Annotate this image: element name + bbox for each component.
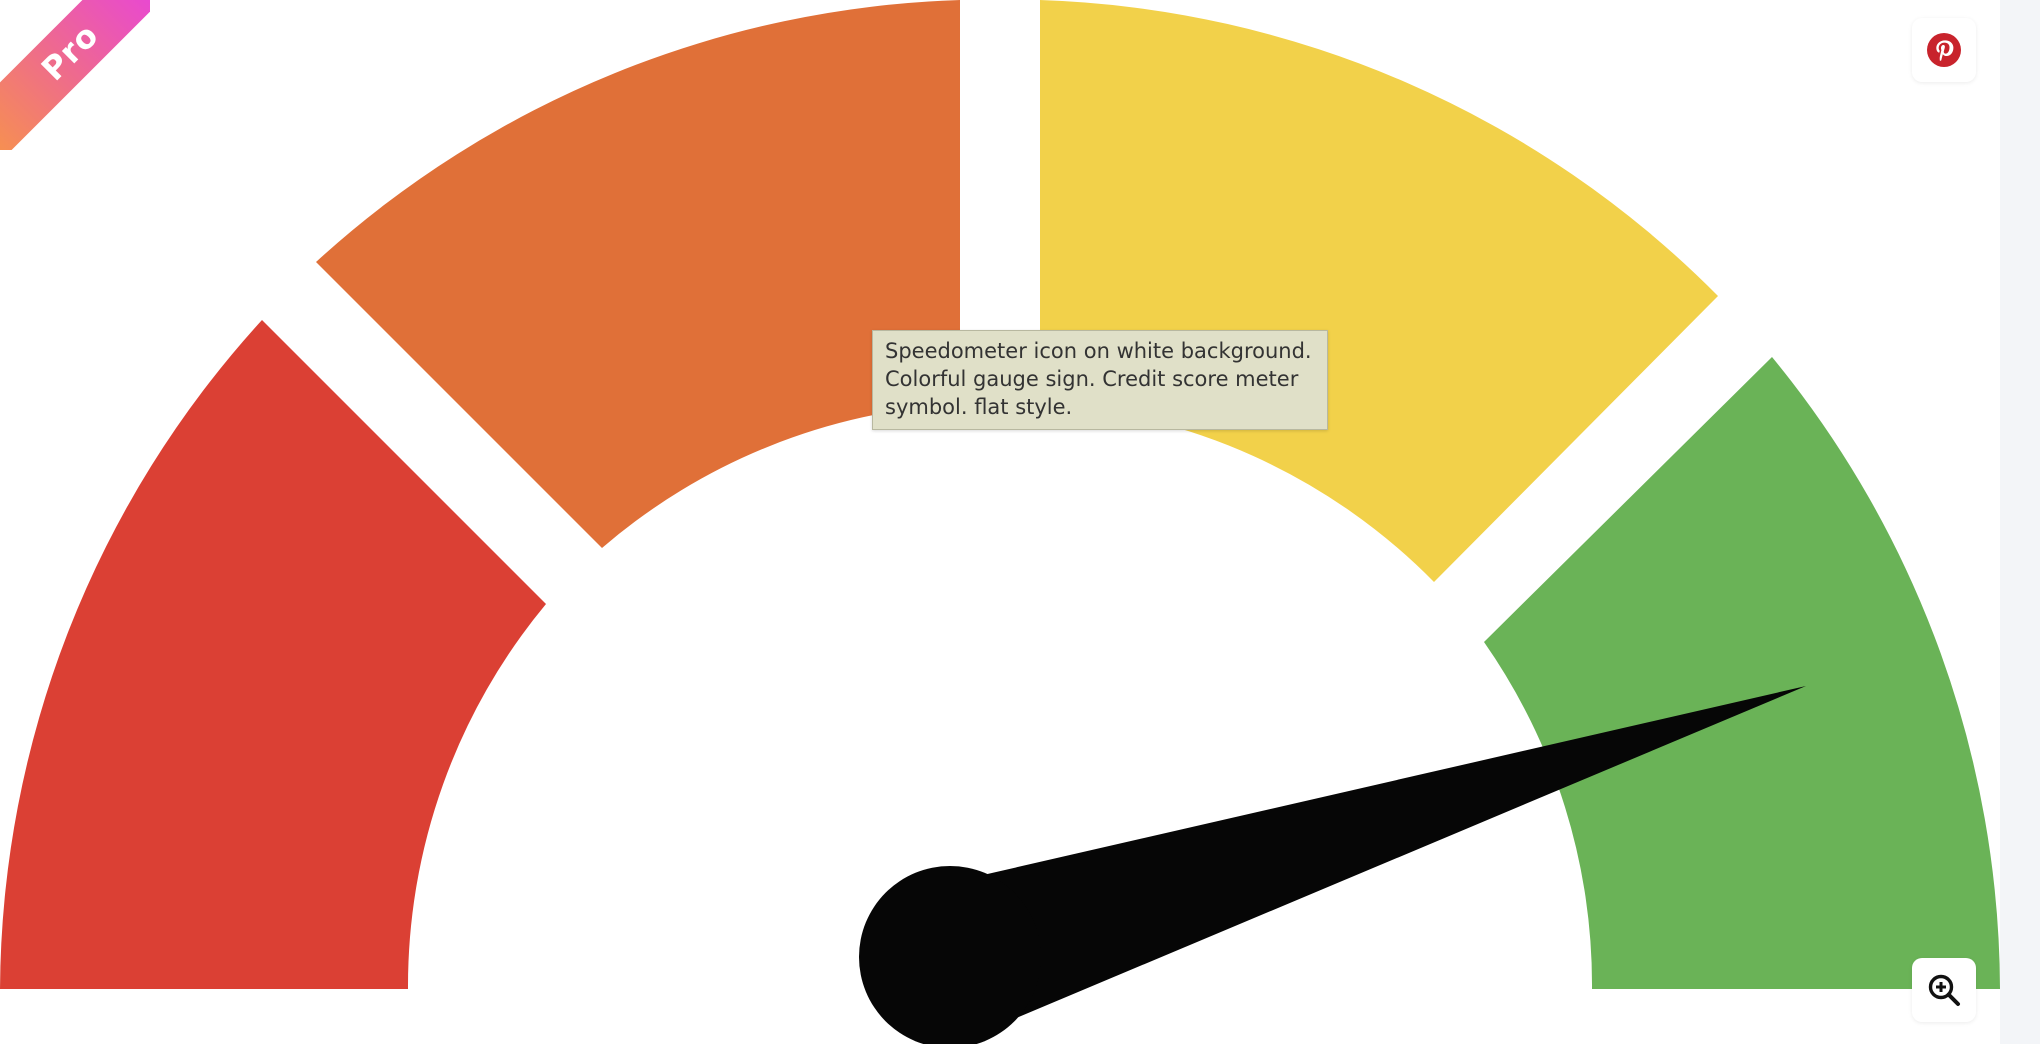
page-scroll-gutter xyxy=(2000,0,2040,1044)
zoom-in-icon xyxy=(1928,974,1960,1006)
pro-badge-label: Pro xyxy=(33,15,107,89)
pinterest-icon xyxy=(1927,33,1961,67)
gauge-segment-red xyxy=(0,320,546,989)
gauge-segment-green xyxy=(1484,357,2000,989)
zoom-in-button[interactable] xyxy=(1912,958,1976,1022)
gauge-needle xyxy=(970,686,1806,1024)
gauge-segment-yellow xyxy=(1040,0,1718,582)
pro-badge: Pro xyxy=(0,0,150,150)
gauge-needle-hub xyxy=(859,866,1041,1044)
pinterest-button[interactable] xyxy=(1912,18,1976,82)
gauge-segment-orange xyxy=(316,0,960,548)
image-description-tooltip: Speedometer icon on white background. Co… xyxy=(872,330,1328,430)
tooltip-text: Speedometer icon on white background. Co… xyxy=(885,339,1312,419)
